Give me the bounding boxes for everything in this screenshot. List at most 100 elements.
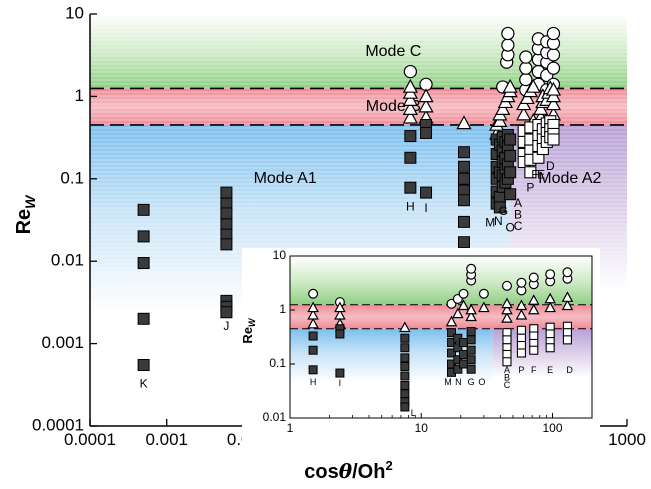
- data-point: [420, 186, 433, 199]
- inset-data-point: [465, 310, 477, 322]
- series-open-square: [517, 115, 560, 179]
- data-point: [137, 230, 150, 243]
- data-point: [457, 172, 470, 185]
- inset-data-point: [459, 359, 469, 369]
- inset-data-point: [545, 269, 556, 280]
- inset-data-point: [307, 308, 319, 320]
- inset-data-point: [400, 333, 410, 343]
- inset-data-point: [400, 343, 410, 353]
- inset-data-point: [562, 335, 572, 345]
- y-tick-label: 0.01: [51, 251, 84, 270]
- series-circle: [403, 26, 561, 97]
- inset-data-point: [502, 335, 512, 345]
- data-point: [402, 109, 418, 124]
- y-tick-label: 10: [65, 3, 84, 22]
- inset-y-tick-label: 10: [273, 248, 287, 262]
- inset-y-axis-title: ReW: [240, 317, 257, 344]
- data-point: [418, 98, 434, 113]
- point-label: D: [546, 159, 555, 173]
- y-tick-label: 1: [75, 86, 84, 105]
- data-point: [504, 133, 517, 146]
- data-point: [546, 26, 561, 41]
- inset-data-point: [545, 343, 555, 353]
- inset-data-point: [452, 307, 464, 319]
- data-point: [457, 194, 470, 207]
- point-label: B: [514, 208, 522, 222]
- inset-data-point: [516, 277, 527, 288]
- inset-y-tick-label: 1: [279, 302, 286, 316]
- point-label: K: [140, 377, 148, 391]
- data-point: [402, 100, 418, 115]
- data-point: [545, 81, 562, 96]
- data-point: [404, 130, 417, 143]
- data-point: [220, 238, 233, 251]
- data-point: [493, 191, 506, 204]
- data-point: [220, 218, 233, 231]
- inset-data-point: [545, 329, 555, 339]
- point-label: N: [494, 214, 503, 228]
- inset-data-point: [516, 340, 526, 351]
- data-point: [457, 236, 470, 249]
- inset-point-label: H: [310, 377, 317, 387]
- data-point: [525, 78, 541, 93]
- data-point: [457, 215, 470, 228]
- data-point: [519, 50, 533, 64]
- point-label: I: [424, 201, 427, 215]
- point-label: A: [514, 196, 522, 210]
- inset-data-point: [457, 299, 470, 311]
- inset-data-point: [478, 301, 490, 313]
- data-point: [504, 188, 517, 201]
- inset-point-label: M: [444, 377, 452, 387]
- data-point: [457, 146, 470, 159]
- inset-data-point: [446, 348, 456, 358]
- inset-point-label: B: [504, 372, 510, 382]
- data-point: [457, 160, 470, 173]
- inset-data-point: [527, 303, 540, 315]
- inset-data-point: [501, 297, 513, 309]
- inset-data-point: [466, 364, 476, 374]
- inset-point-label: I: [339, 378, 342, 388]
- inset-data-point: [466, 263, 477, 274]
- inset-point-label: A: [504, 365, 510, 375]
- inset-data-point: [308, 365, 318, 375]
- inset-data-point: [400, 353, 410, 363]
- y-axis-title: ReW: [13, 194, 38, 235]
- inset-data-point: [453, 343, 463, 353]
- data-point: [420, 126, 433, 139]
- inset-data-point: [446, 328, 456, 338]
- inset-point-label: G: [468, 377, 475, 387]
- inset-x-tick-label: 1: [287, 421, 294, 435]
- inset-x-tick-label: 10: [415, 421, 429, 435]
- data-point: [524, 166, 537, 179]
- data-point: [137, 358, 150, 371]
- inset-band-mode-b: [290, 304, 592, 329]
- series-filled-square: [137, 118, 517, 371]
- data-point: [404, 181, 417, 194]
- region-label: Mode A1: [254, 170, 317, 187]
- inset-point-label: P: [518, 365, 524, 375]
- inset-data-point: [458, 288, 469, 299]
- point-label: F: [531, 168, 538, 182]
- data-point: [501, 38, 515, 52]
- point-label: O: [506, 221, 515, 235]
- inset-data-point: [501, 303, 513, 315]
- inset-y-tick-label: 0.01: [263, 410, 287, 424]
- inset-data-point: [465, 303, 477, 315]
- inset-series-filled-square: [308, 324, 476, 412]
- data-point: [516, 106, 532, 121]
- inset-point-label: D: [566, 365, 573, 375]
- inset-data-point: [453, 364, 463, 374]
- data-point: [220, 306, 233, 319]
- inset-data-point: [466, 355, 476, 365]
- data-point: [137, 257, 150, 270]
- y-tick-label: 0.1: [60, 168, 84, 187]
- data-point: [545, 96, 562, 111]
- inset-data-point: [501, 280, 512, 291]
- inset-data-point: [308, 331, 318, 341]
- inset-data-point: [516, 348, 526, 358]
- data-point: [519, 61, 533, 75]
- data-point: [402, 78, 418, 93]
